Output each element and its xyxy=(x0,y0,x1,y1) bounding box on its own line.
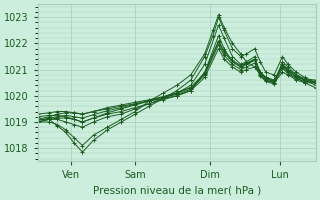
X-axis label: Pression niveau de la mer( hPa ): Pression niveau de la mer( hPa ) xyxy=(93,186,261,196)
